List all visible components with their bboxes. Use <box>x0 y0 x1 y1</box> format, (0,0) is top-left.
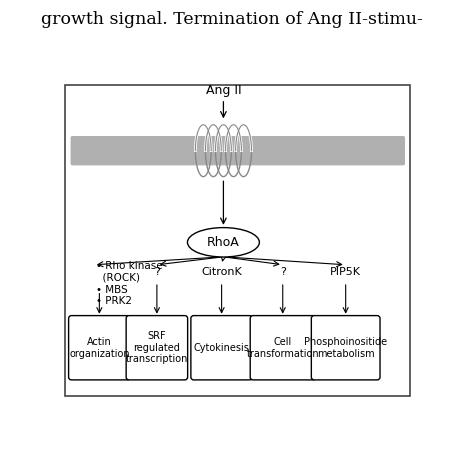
Text: Actin
organization: Actin organization <box>69 337 129 359</box>
Text: Cytokinesis: Cytokinesis <box>193 343 249 353</box>
FancyBboxPatch shape <box>190 316 252 380</box>
Text: Cell
transformation: Cell transformation <box>246 337 319 359</box>
Text: ?: ? <box>154 267 159 277</box>
Text: SRF
regulated
transcription: SRF regulated transcription <box>125 331 188 364</box>
FancyBboxPatch shape <box>250 316 315 380</box>
Text: Phosphoinositide
metabolism: Phosphoinositide metabolism <box>303 337 387 359</box>
Ellipse shape <box>187 228 259 257</box>
FancyBboxPatch shape <box>311 316 379 380</box>
Text: RhoA: RhoA <box>206 236 239 249</box>
FancyBboxPatch shape <box>65 85 410 396</box>
FancyBboxPatch shape <box>70 136 404 165</box>
Text: Ang II: Ang II <box>205 84 241 97</box>
Text: • Rho kinase
  (ROCK)
• MBS
• PRK2: • Rho kinase (ROCK) • MBS • PRK2 <box>95 261 162 306</box>
Text: ?: ? <box>279 267 285 277</box>
Text: CitronK: CitronK <box>201 267 242 277</box>
FancyBboxPatch shape <box>69 316 130 380</box>
Text: growth signal. Termination of Ang II-stimu-: growth signal. Termination of Ang II-sti… <box>41 11 422 28</box>
Text: PIP5K: PIP5K <box>330 267 360 277</box>
FancyBboxPatch shape <box>126 316 187 380</box>
